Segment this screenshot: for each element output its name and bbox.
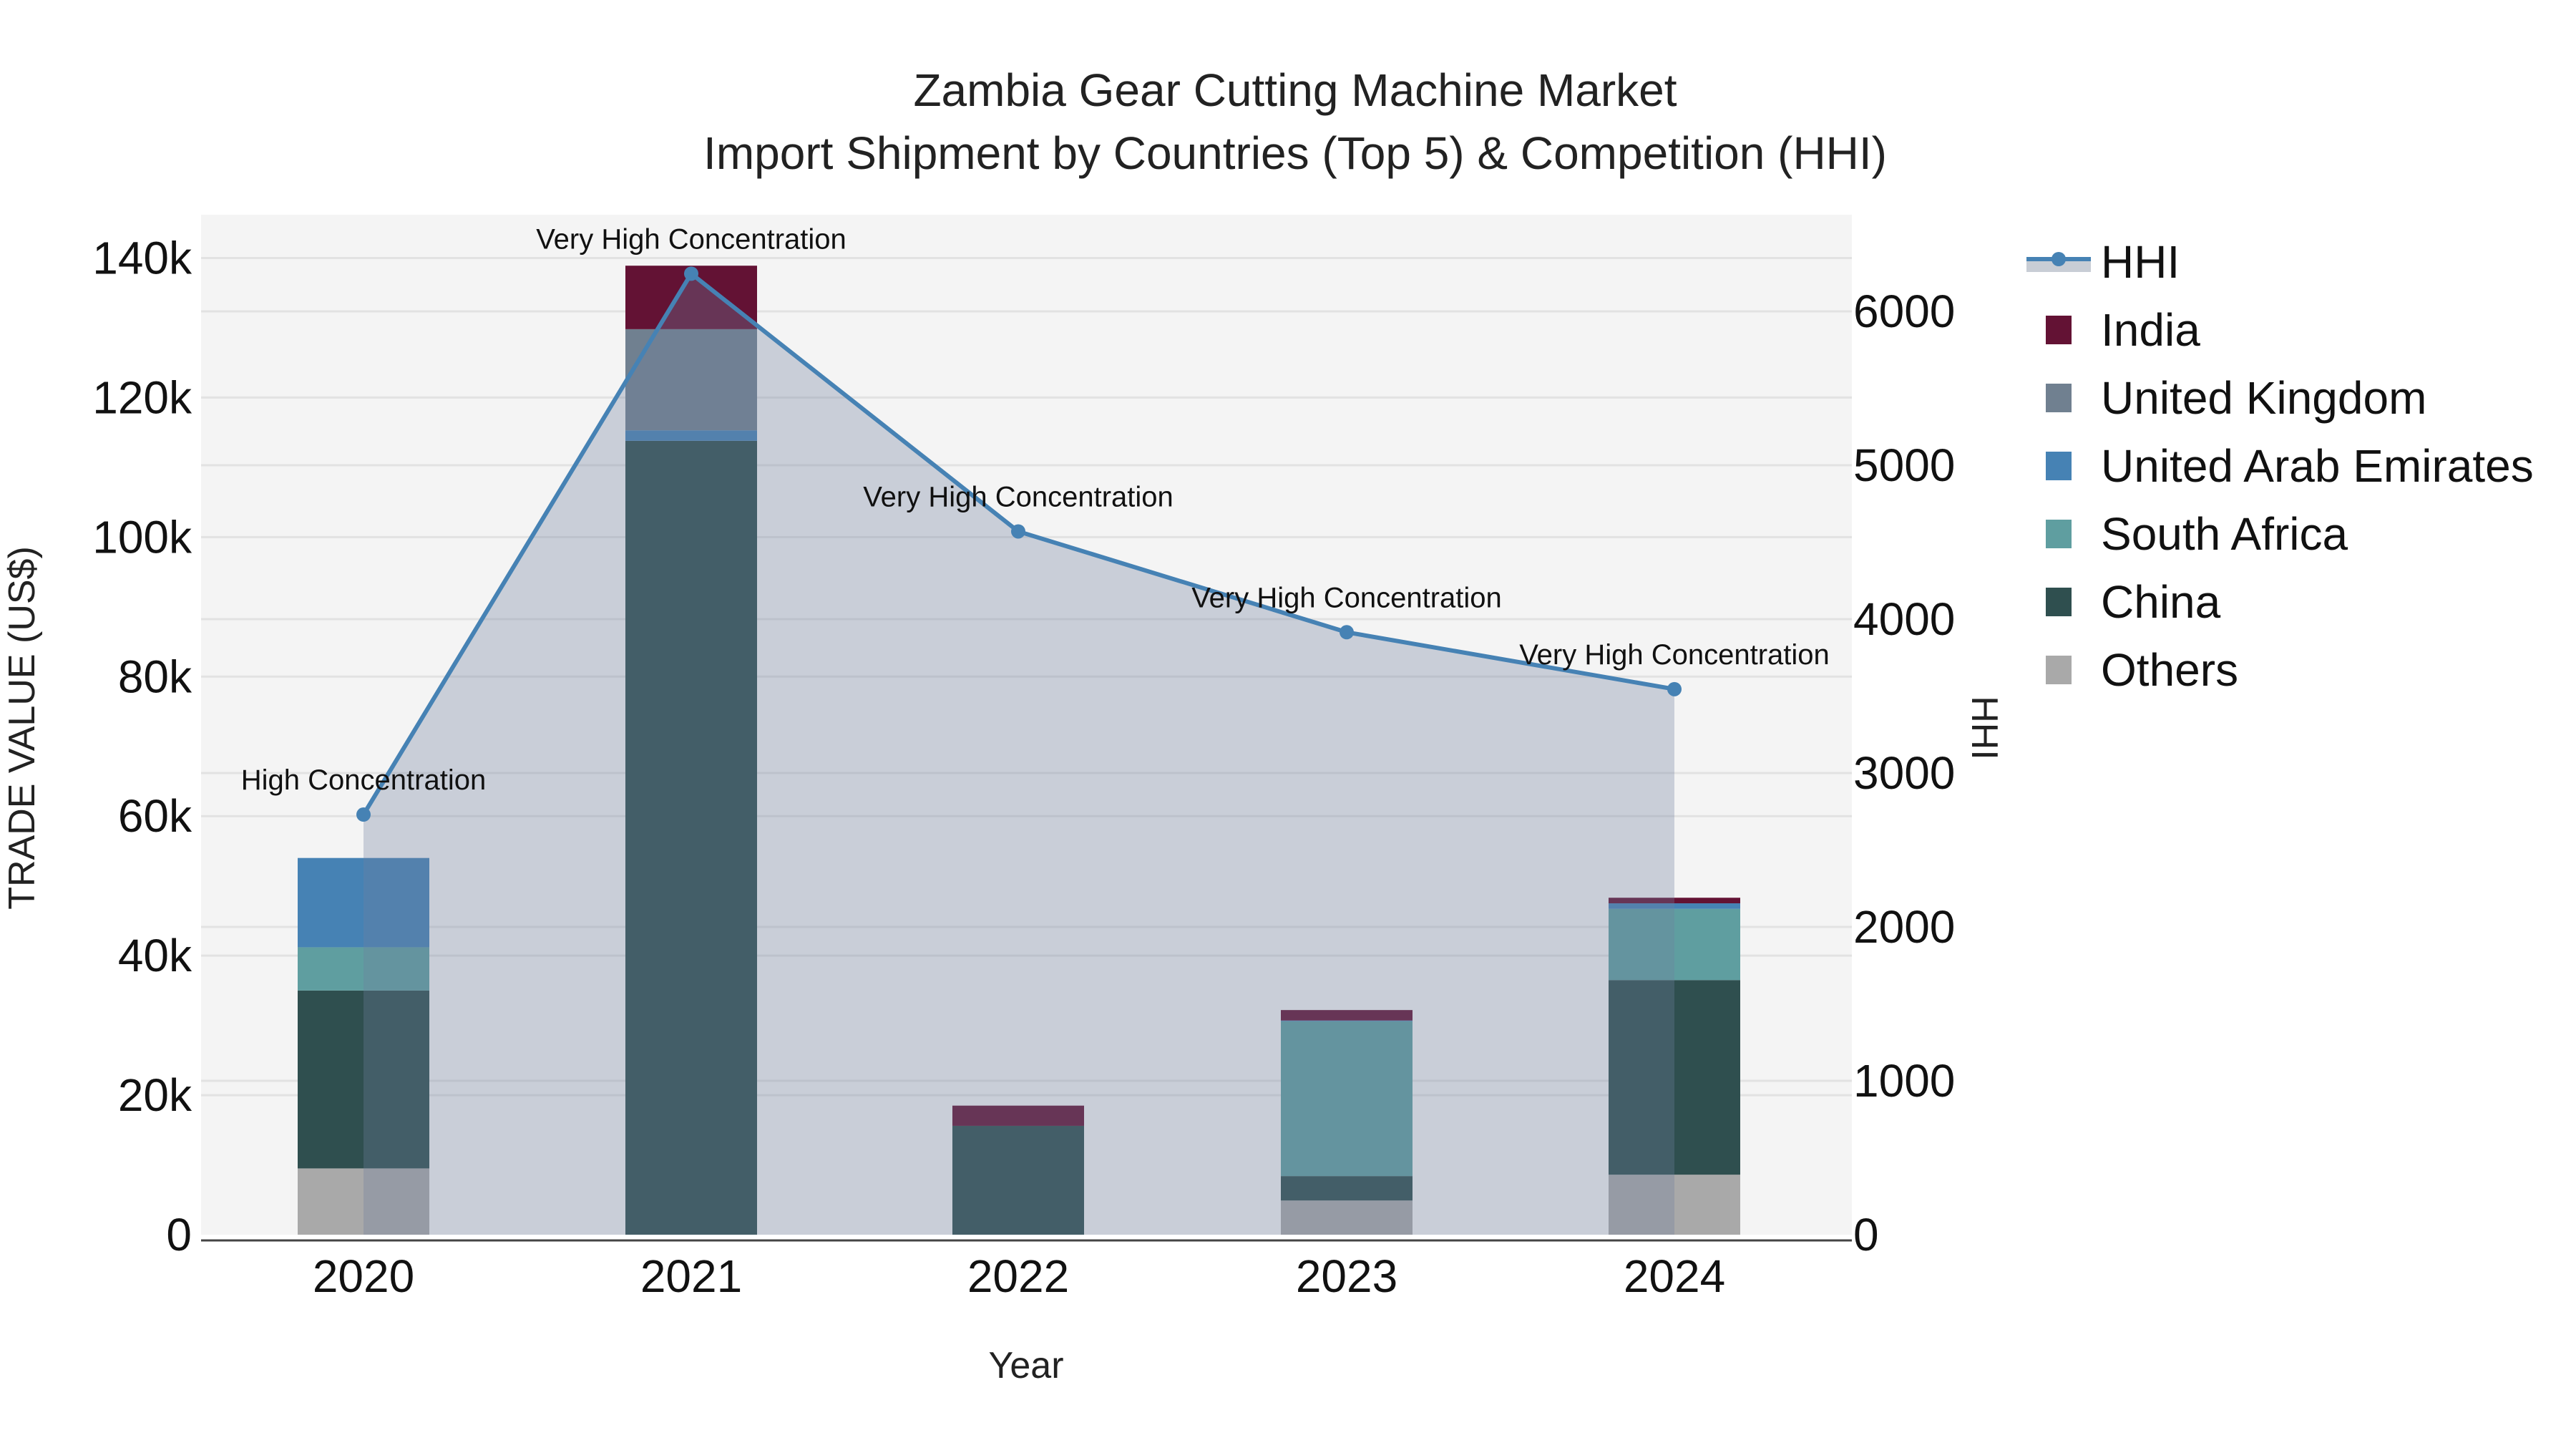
bar-segment-united-arab-emirates[interactable] [1609, 903, 1740, 909]
y2-axis-ticks: 0 1000 2000 3000 4000 5000 6000 [1853, 286, 1955, 1260]
y2-tick-label: 1000 [1853, 1055, 1955, 1107]
bar-segment-others[interactable] [1609, 1175, 1740, 1235]
x-tick-label: 2024 [1624, 1250, 1725, 1302]
gridlines [201, 256, 1852, 1097]
legend-label: South Africa [2101, 508, 2348, 560]
y-tick-label: 140k [92, 232, 192, 283]
bar-stack-2024[interactable] [1609, 898, 1740, 1235]
y-tick-label: 120k [92, 371, 192, 423]
y-axis-title: TRADE VALUE (US$) [1, 546, 43, 910]
y-tick-label: 80k [118, 651, 192, 702]
bar-segment-others[interactable] [298, 1168, 429, 1235]
hhi-area [364, 273, 1674, 1235]
hhi-annotation: Very High Concentration [1191, 582, 1502, 613]
y2-tick-label: 2000 [1853, 901, 1955, 953]
legend-item-others[interactable]: Others [2046, 644, 2238, 696]
bar-segment-china[interactable] [625, 440, 757, 1235]
hhi-annotation: Very High Concentration [1519, 639, 1830, 671]
hhi-annotation: Very High Concentration [863, 481, 1174, 512]
bar-segment-india[interactable] [1281, 1010, 1413, 1021]
x-axis-title: Year [988, 1345, 1063, 1386]
hhi-annotation: High Concentration [241, 764, 486, 796]
hhi-point-2023[interactable] [1340, 625, 1354, 640]
x-tick-label: 2020 [313, 1250, 414, 1302]
chart-title-line-1: Zambia Gear Cutting Machine Market [913, 64, 1677, 116]
bar-segment-china[interactable] [1281, 1176, 1413, 1201]
chart-title-line-2: Import Shipment by Countries (Top 5) & C… [703, 127, 1887, 179]
y-tick-label: 40k [118, 930, 192, 981]
y2-tick-label: 0 [1853, 1209, 1879, 1260]
y2-axis-title: HHI [1963, 696, 2005, 760]
x-axis-ticks: 2020 2021 2022 2023 2024 [313, 1250, 1725, 1302]
legend-label: United Arab Emirates [2101, 440, 2534, 492]
bar-stack-2021[interactable] [625, 266, 757, 1235]
y-tick-label: 0 [166, 1209, 192, 1260]
bar-segment-united-arab-emirates[interactable] [298, 857, 429, 948]
y-tick-label: 100k [92, 511, 192, 563]
legend-item-china[interactable]: China [2046, 576, 2221, 628]
legend-item-india[interactable]: India [2046, 304, 2200, 356]
bar-segment-south-africa[interactable] [1281, 1021, 1413, 1177]
hhi-point-2024[interactable] [1667, 681, 1682, 696]
hhi-area-fill [364, 273, 1674, 1235]
y2-tick-label: 6000 [1853, 286, 1955, 337]
bar-stack-2020[interactable] [298, 857, 429, 1235]
hhi-line [356, 266, 1682, 822]
legend: HHI India United Kingdom United Arab Emirat… [2026, 236, 2534, 696]
legend-swatch-icon [2046, 452, 2072, 480]
y2-tick-label: 5000 [1853, 439, 1955, 491]
legend-label: Others [2101, 644, 2238, 696]
bar-segment-china[interactable] [952, 1125, 1084, 1235]
x-tick-label: 2021 [640, 1250, 742, 1302]
y-axis-ticks: 0 20k 40k 60k 80k 100k 120k 140k [92, 232, 192, 1260]
y2-tick-label: 3000 [1853, 747, 1955, 799]
legend-label: China [2101, 576, 2221, 628]
bar-segment-united-arab-emirates[interactable] [625, 430, 757, 441]
hhi-annotation: Very High Concentration [536, 223, 847, 255]
legend-swatch-icon [2046, 656, 2072, 684]
legend-label: HHI [2101, 236, 2180, 288]
legend-swatch-icon [2046, 588, 2072, 616]
bar-segment-others[interactable] [1281, 1200, 1413, 1235]
legend-item-south-africa[interactable]: South Africa [2046, 508, 2348, 560]
bar-segment-india[interactable] [952, 1105, 1084, 1126]
bar-segment-south-africa[interactable] [298, 947, 429, 991]
y2-tick-label: 4000 [1853, 593, 1955, 645]
legend-label: United Kingdom [2101, 372, 2426, 424]
legend-label: India [2101, 304, 2200, 356]
bar-stack-2022[interactable] [952, 1105, 1084, 1235]
legend-swatch-icon [2046, 316, 2072, 344]
bar-segment-india[interactable] [1609, 898, 1740, 904]
y-tick-label: 60k [118, 790, 192, 842]
plot-area [201, 215, 1852, 1235]
legend-swatch-icon [2046, 384, 2072, 412]
hhi-annotations: High Concentration Very High Concentratio… [241, 223, 1830, 796]
legend-marker-icon [2051, 252, 2066, 266]
bar-stack-2023[interactable] [1281, 1010, 1413, 1235]
legend-swatch-icon [2046, 520, 2072, 548]
legend-item-united-kingdom[interactable]: United Kingdom [2046, 372, 2426, 424]
bar-segment-china[interactable] [298, 990, 429, 1169]
hhi-point-2022[interactable] [1011, 524, 1025, 539]
bar-segment-china[interactable] [1609, 980, 1740, 1175]
legend-item-united-arab-emirates[interactable]: United Arab Emirates [2046, 440, 2534, 492]
x-tick-label: 2022 [967, 1250, 1069, 1302]
chart-title: Zambia Gear Cutting Machine Market Impor… [703, 64, 1887, 179]
y-tick-label: 20k [118, 1069, 192, 1121]
bar-segment-south-africa[interactable] [1609, 908, 1740, 981]
x-tick-label: 2023 [1296, 1250, 1397, 1302]
hhi-point-2021[interactable] [684, 266, 698, 281]
legend-item-hhi[interactable]: HHI [2026, 236, 2180, 288]
bar-series [298, 266, 1740, 1235]
hhi-point-2020[interactable] [356, 807, 371, 822]
